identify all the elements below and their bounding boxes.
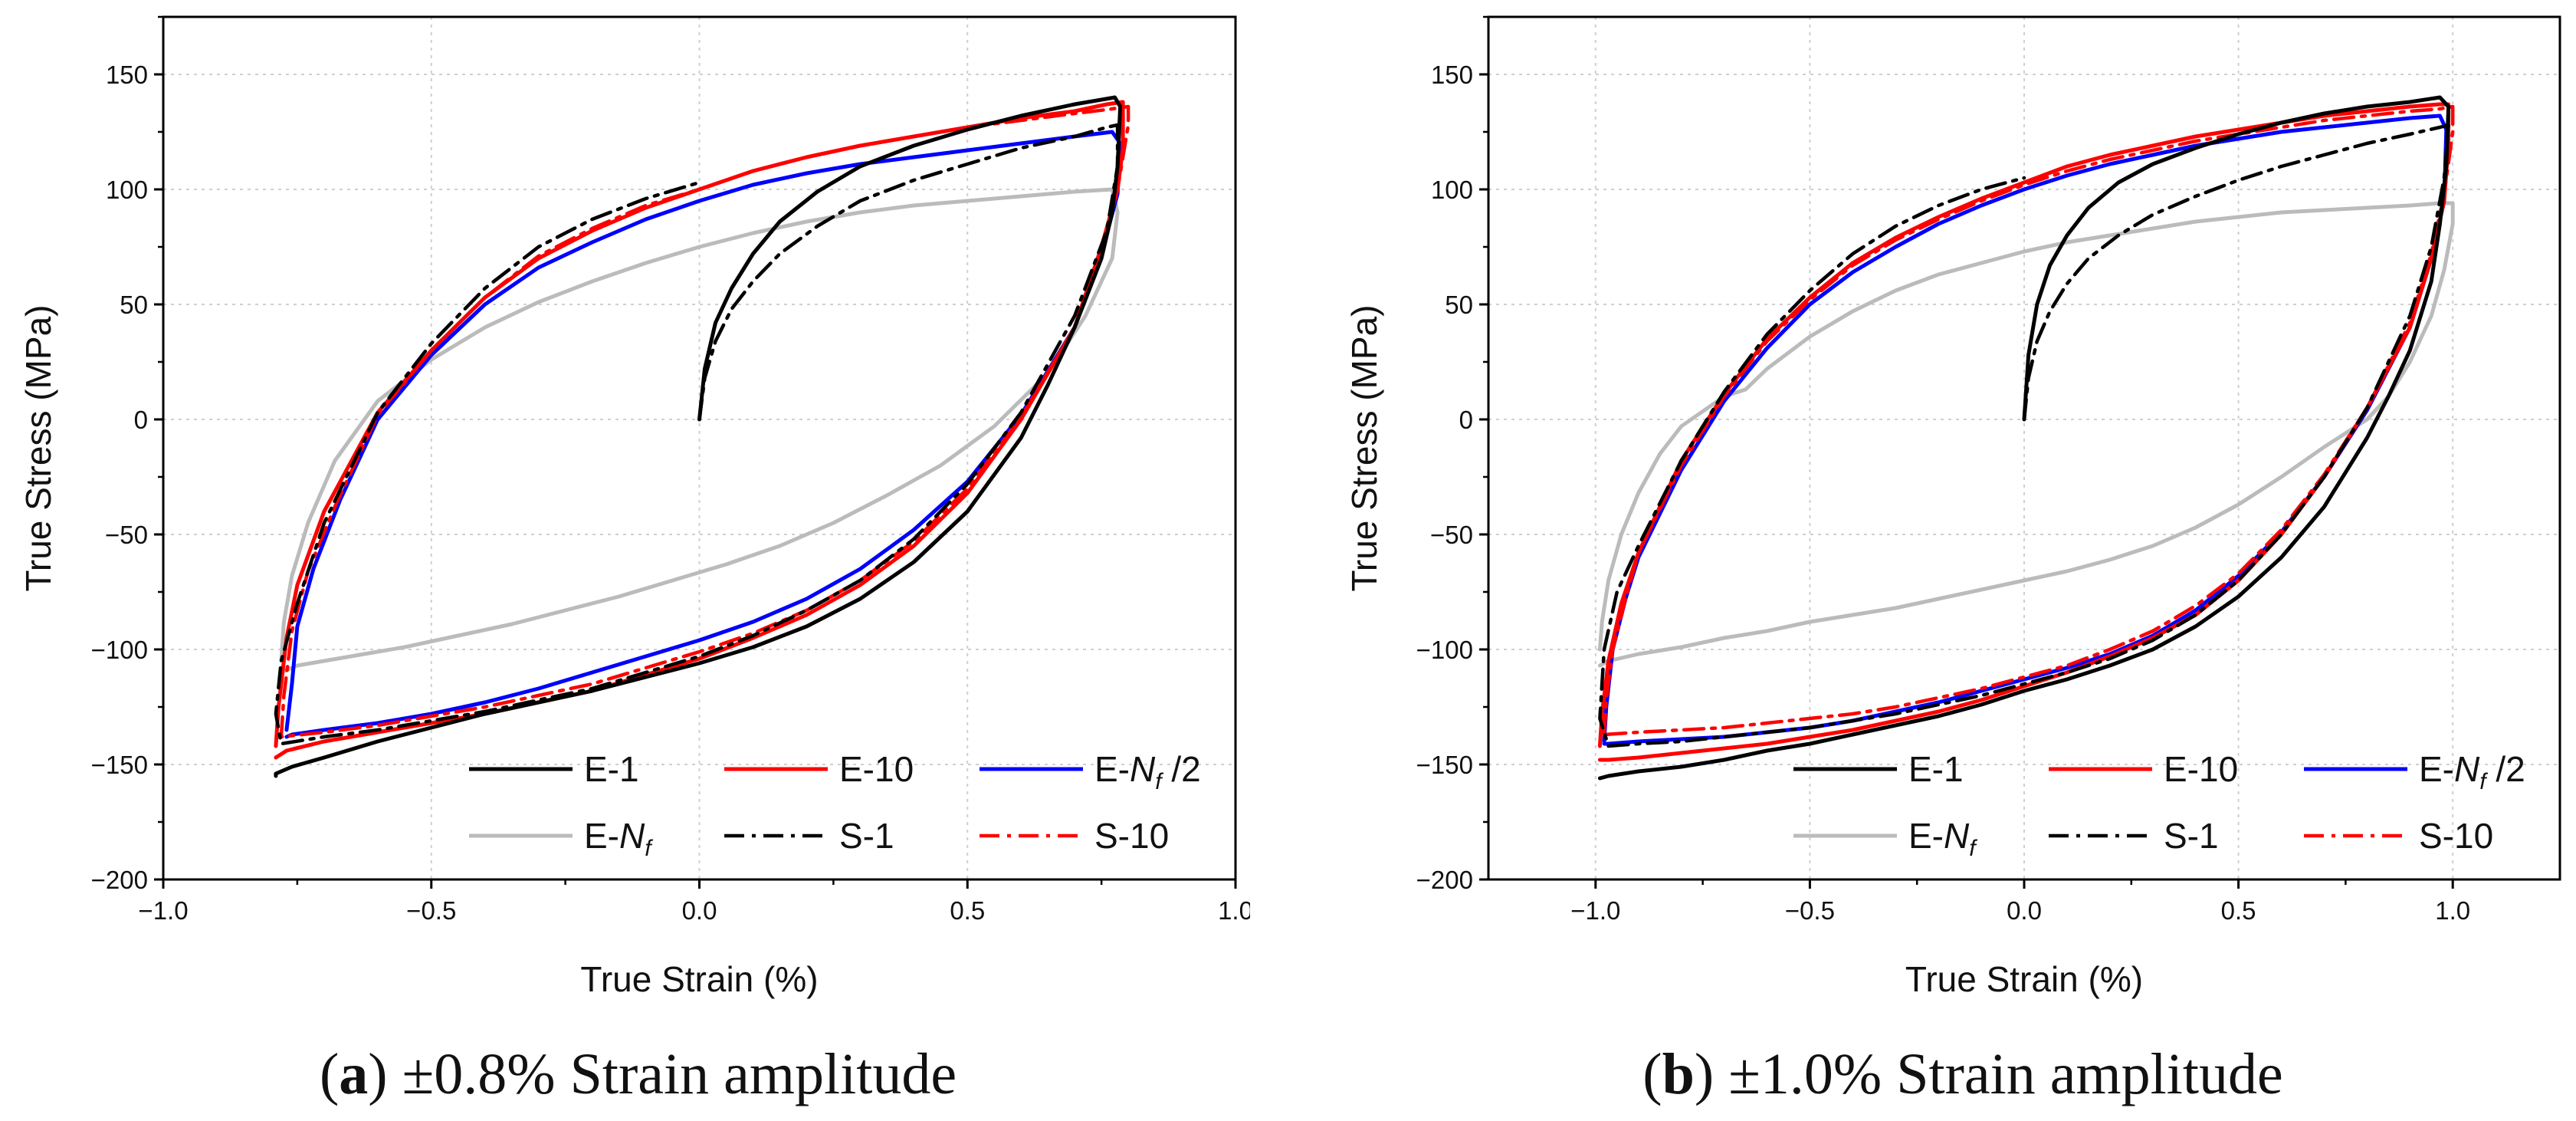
panel-a-grid	[162, 17, 1236, 880]
y-tick-label: 0	[1459, 406, 1473, 434]
y-tick-label: 50	[120, 291, 148, 319]
y-tick-label: 50	[1445, 291, 1473, 319]
y-tick-label: −150	[1416, 751, 1473, 779]
x-tick-label: −0.5	[1785, 896, 1835, 925]
legend-label: S-10	[1094, 816, 1169, 856]
y-tick-label: −200	[91, 866, 148, 894]
y-axis-label: True Stress (MPa)	[1344, 304, 1384, 591]
y-tick-label: −150	[91, 751, 148, 779]
y-tick-label: −50	[105, 521, 148, 549]
panel-a-series	[274, 95, 1130, 778]
y-axis-label: True Stress (MPa)	[18, 304, 58, 591]
panel-b-grid	[1488, 17, 2560, 880]
legend-label: E-Nf	[584, 816, 653, 861]
series-line-e-nf-2	[1602, 113, 2449, 746]
x-axis-label: True Strain (%)	[1905, 959, 2143, 999]
series-line-e-1	[274, 95, 1123, 778]
x-tick-label: 0.5	[2221, 896, 2256, 925]
y-tick-label: −100	[1416, 636, 1473, 664]
y-tick-label: −100	[91, 636, 148, 664]
chart-panel-b: −1.0 −0.5 0.0 0.5 1.0 −200 −150 −100 −50 0 50 100 15…	[1344, 15, 2561, 1106]
y-tick-label: 100	[1431, 176, 1473, 204]
panel-a-ticks: −1.0 −0.5 0.0 0.5 1.0 −200 −150 −100 −50 0 50 100 15…	[91, 15, 1250, 925]
panel-b-ticks: −1.0 −0.5 0.0 0.5 1.0 −200 −150 −100 −50 0 50 100 15…	[1416, 15, 2470, 925]
legend-label: E-10	[839, 749, 914, 789]
caption: (a) ±0.8% Strain amplitude	[320, 1042, 957, 1106]
legend-label: E-10	[2164, 749, 2238, 789]
panel-b-series	[1597, 95, 2455, 781]
legend-label: E-Nf /2	[2419, 749, 2525, 794]
x-axis-label: True Strain (%)	[580, 959, 818, 999]
series-line-s-1	[274, 123, 1120, 746]
x-tick-label: 0.0	[682, 896, 717, 925]
y-tick-label: 0	[134, 406, 148, 434]
legend-label: E-Nf /2	[1094, 749, 1201, 794]
series-line-s-1	[1598, 123, 2450, 748]
legend-label: S-10	[2419, 816, 2493, 856]
x-tick-label: 0.0	[2007, 896, 2042, 925]
panel-a-legend: E-1 E-10 E-Nf /2 E-Nf S-1 S-10	[469, 749, 1201, 861]
series-line-e-nf	[1597, 201, 2455, 668]
panel-b-legend: E-1 E-10 E-Nf /2 E-Nf S-1 S-10	[1793, 749, 2525, 861]
y-tick-label: −50	[1430, 521, 1473, 549]
x-tick-label: −0.5	[406, 896, 456, 925]
legend-label: S-1	[839, 816, 894, 856]
series-line-e-1	[1597, 95, 2451, 781]
legend-label: E-1	[584, 749, 639, 789]
y-tick-label: 100	[106, 176, 148, 204]
y-tick-label: 150	[106, 61, 148, 89]
chart-panel-a: −1.0 −0.5 0.0 0.5 1.0 −200 −150 −100 −50 0 50 100 15…	[18, 15, 1250, 1106]
series-line-e-nf	[279, 187, 1120, 675]
y-tick-label: 150	[1431, 61, 1473, 89]
x-tick-label: 1.0	[1218, 896, 1250, 925]
x-tick-label: 0.5	[950, 896, 985, 925]
y-tick-label: −200	[1416, 866, 1473, 894]
legend-label: S-1	[2164, 816, 2219, 856]
caption: (b) ±1.0% Strain amplitude	[1642, 1042, 2282, 1106]
legend-label: E-1	[1908, 749, 1964, 789]
legend-label: E-Nf	[1908, 816, 1977, 861]
x-tick-label: 1.0	[2435, 896, 2470, 925]
series-line-s-10	[279, 104, 1130, 739]
series-line-s-10	[1602, 104, 2455, 737]
x-tick-label: −1.0	[1570, 896, 1620, 925]
x-tick-label: −1.0	[138, 896, 188, 925]
